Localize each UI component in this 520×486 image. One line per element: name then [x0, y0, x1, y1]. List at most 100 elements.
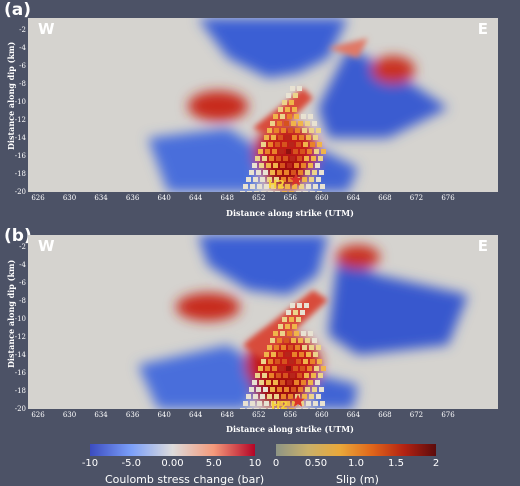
- slip-patch: [277, 338, 282, 343]
- slip-patch: [306, 352, 311, 357]
- slip-patch: [311, 373, 316, 378]
- slip-patch: [301, 163, 306, 168]
- slip-patch: [285, 352, 290, 357]
- x-tick-label: 676: [441, 411, 455, 419]
- slip-patch: [280, 380, 285, 385]
- slip-patch: [320, 401, 325, 406]
- panel-a-hypocenter-label: H2: [268, 178, 285, 191]
- colorbar-tick-label: 5.0: [205, 458, 222, 469]
- x-tick-label: 672: [409, 194, 424, 202]
- slip-patch: [284, 338, 289, 343]
- slip-patch: [299, 184, 304, 189]
- slip-patch: [308, 114, 313, 119]
- slip-patch: [284, 170, 289, 175]
- slip-patch: [292, 352, 297, 357]
- slip-patch: [287, 331, 292, 336]
- slip-patch: [274, 177, 279, 182]
- slip-patch: [302, 394, 307, 399]
- slip-patch: [301, 114, 306, 119]
- slip-patch: [308, 380, 313, 385]
- slip-patch: [314, 149, 319, 154]
- slip-patch: [300, 310, 305, 315]
- x-tick-label: 664: [346, 411, 361, 419]
- slip-patch: [310, 191, 315, 192]
- slip-patch: [249, 387, 254, 392]
- slip-patch: [268, 191, 273, 192]
- panel-a-map: W E H2: [28, 18, 498, 192]
- slip-patch: [282, 317, 287, 322]
- slip-patch: [286, 366, 291, 371]
- x-tick-label: 634: [94, 411, 108, 419]
- slip-patch: [293, 93, 298, 98]
- slip-patch: [303, 359, 308, 364]
- slip-patch: [277, 170, 282, 175]
- panel-b-west-label: W: [38, 237, 55, 255]
- slip-patch: [313, 352, 318, 357]
- x-tick-label: 626: [31, 411, 45, 419]
- slip-patch: [316, 177, 321, 182]
- panel-b-xlabel: Distance along strike (UTM): [226, 424, 354, 434]
- slip-patch: [243, 184, 248, 189]
- slip-patch: [262, 156, 267, 161]
- slip-patch: [281, 177, 286, 182]
- slip-patch: [278, 184, 283, 189]
- slip-patch: [310, 408, 315, 409]
- y-tick-label: -14: [14, 134, 26, 142]
- slip-patch: [250, 401, 255, 406]
- slip-patch: [254, 408, 259, 409]
- slip-patch: [264, 184, 269, 189]
- slip-patch: [267, 128, 272, 133]
- slip-patch: [258, 366, 263, 371]
- y-tick-label: -8: [19, 297, 26, 305]
- slip-patch: [306, 184, 311, 189]
- y-tick-label: -16: [14, 369, 26, 377]
- slip-patch: [274, 128, 279, 133]
- slip-patch: [271, 352, 276, 357]
- slip-patch: [294, 331, 299, 336]
- y-tick-label: -6: [19, 279, 26, 287]
- slip-patch: [257, 184, 262, 189]
- slip-patch: [288, 345, 293, 350]
- slip-patch: [246, 177, 251, 182]
- panel-a-xlabel: Distance along strike (UTM): [226, 208, 354, 218]
- slip-patch: [316, 394, 321, 399]
- slip-patch: [271, 401, 276, 406]
- slip-patch: [278, 135, 283, 140]
- slip-patch: [286, 310, 291, 315]
- slip-patch: [269, 373, 274, 378]
- slip-patch: [240, 408, 245, 409]
- slip-patch: [321, 366, 326, 371]
- slip-patch: [281, 128, 286, 133]
- slip-patch: [270, 121, 275, 126]
- slip-patch: [291, 170, 296, 175]
- y-tick-label: -14: [14, 351, 26, 359]
- slip-patch: [287, 380, 292, 385]
- x-tick-label: 660: [315, 411, 329, 419]
- slip-patch: [284, 121, 289, 126]
- slip-patch: [266, 380, 271, 385]
- slip-patch: [272, 149, 277, 154]
- slip-patch: [310, 142, 315, 147]
- slip-patch: [290, 373, 295, 378]
- slip-patch: [314, 366, 319, 371]
- slip-patch: [269, 156, 274, 161]
- slip-patch: [273, 331, 278, 336]
- slip-patch: [249, 170, 254, 175]
- slip-patch: [319, 170, 324, 175]
- slip-patch: [273, 380, 278, 385]
- slip-patch: [299, 135, 304, 140]
- slip-patch: [313, 401, 318, 406]
- colorbar-tick-label: 0.50: [304, 458, 328, 469]
- slip-patch: [291, 338, 296, 343]
- panel-a-ylabel: Distance along dip (km): [6, 41, 16, 150]
- slip-patch: [310, 359, 315, 364]
- x-tick-label: 630: [62, 411, 77, 419]
- slip-patch: [259, 380, 264, 385]
- slip-patch: [317, 359, 322, 364]
- slip-patch: [305, 170, 310, 175]
- panel-b-slip-patches: [240, 303, 326, 409]
- colorbar-tick-label: -5.0: [121, 458, 141, 469]
- slip-patch: [291, 387, 296, 392]
- slip-colorbar-title: Slip (m): [336, 473, 379, 486]
- slip-patch: [252, 380, 257, 385]
